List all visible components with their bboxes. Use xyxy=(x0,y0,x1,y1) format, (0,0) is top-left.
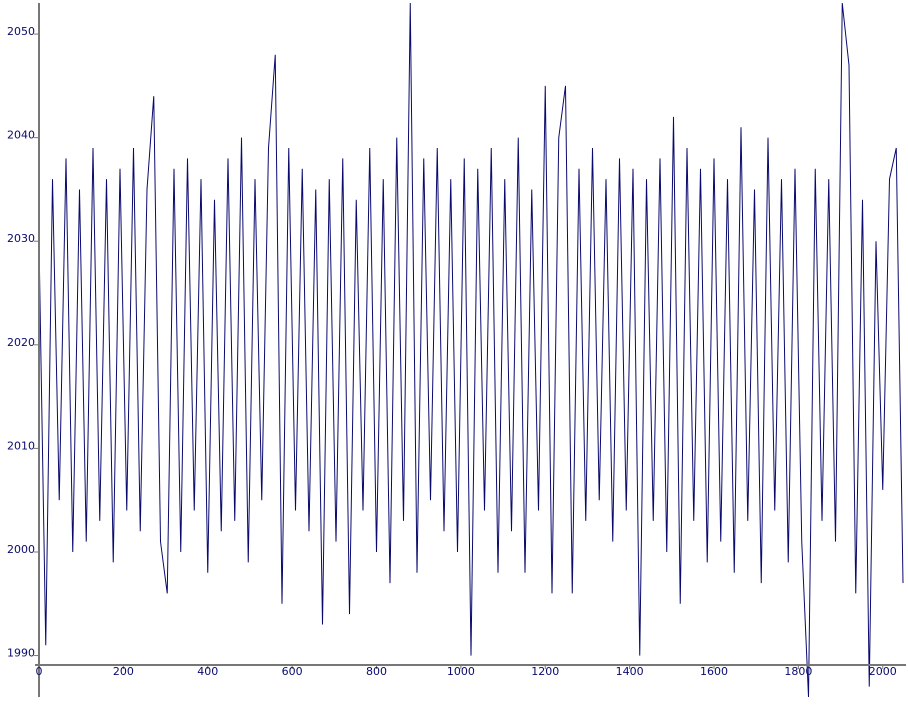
x-tick-label: 400 xyxy=(197,665,218,678)
x-tick-label: 2000 xyxy=(869,665,897,678)
y-tick-label: 2020 xyxy=(7,336,35,349)
x-tick-label: 1800 xyxy=(784,665,812,678)
y-tick-label: 2030 xyxy=(7,232,35,245)
x-tick-label: 1400 xyxy=(616,665,644,678)
y-tick-label: 2010 xyxy=(7,439,35,452)
y-tick-label: 1990 xyxy=(7,647,35,660)
y-tick-label: 2000 xyxy=(7,543,35,556)
x-tick-label: 600 xyxy=(282,665,303,678)
y-tick-label: 2040 xyxy=(7,129,35,142)
x-tick-label: 0 xyxy=(36,665,43,678)
x-tick-label: 800 xyxy=(366,665,387,678)
x-tick-label: 200 xyxy=(113,665,134,678)
x-tick-label: 1600 xyxy=(700,665,728,678)
data-line xyxy=(38,2,904,698)
x-tick-label: 1200 xyxy=(531,665,559,678)
y-tick-label: 2050 xyxy=(7,25,35,38)
x-tick-label: 1000 xyxy=(447,665,475,678)
